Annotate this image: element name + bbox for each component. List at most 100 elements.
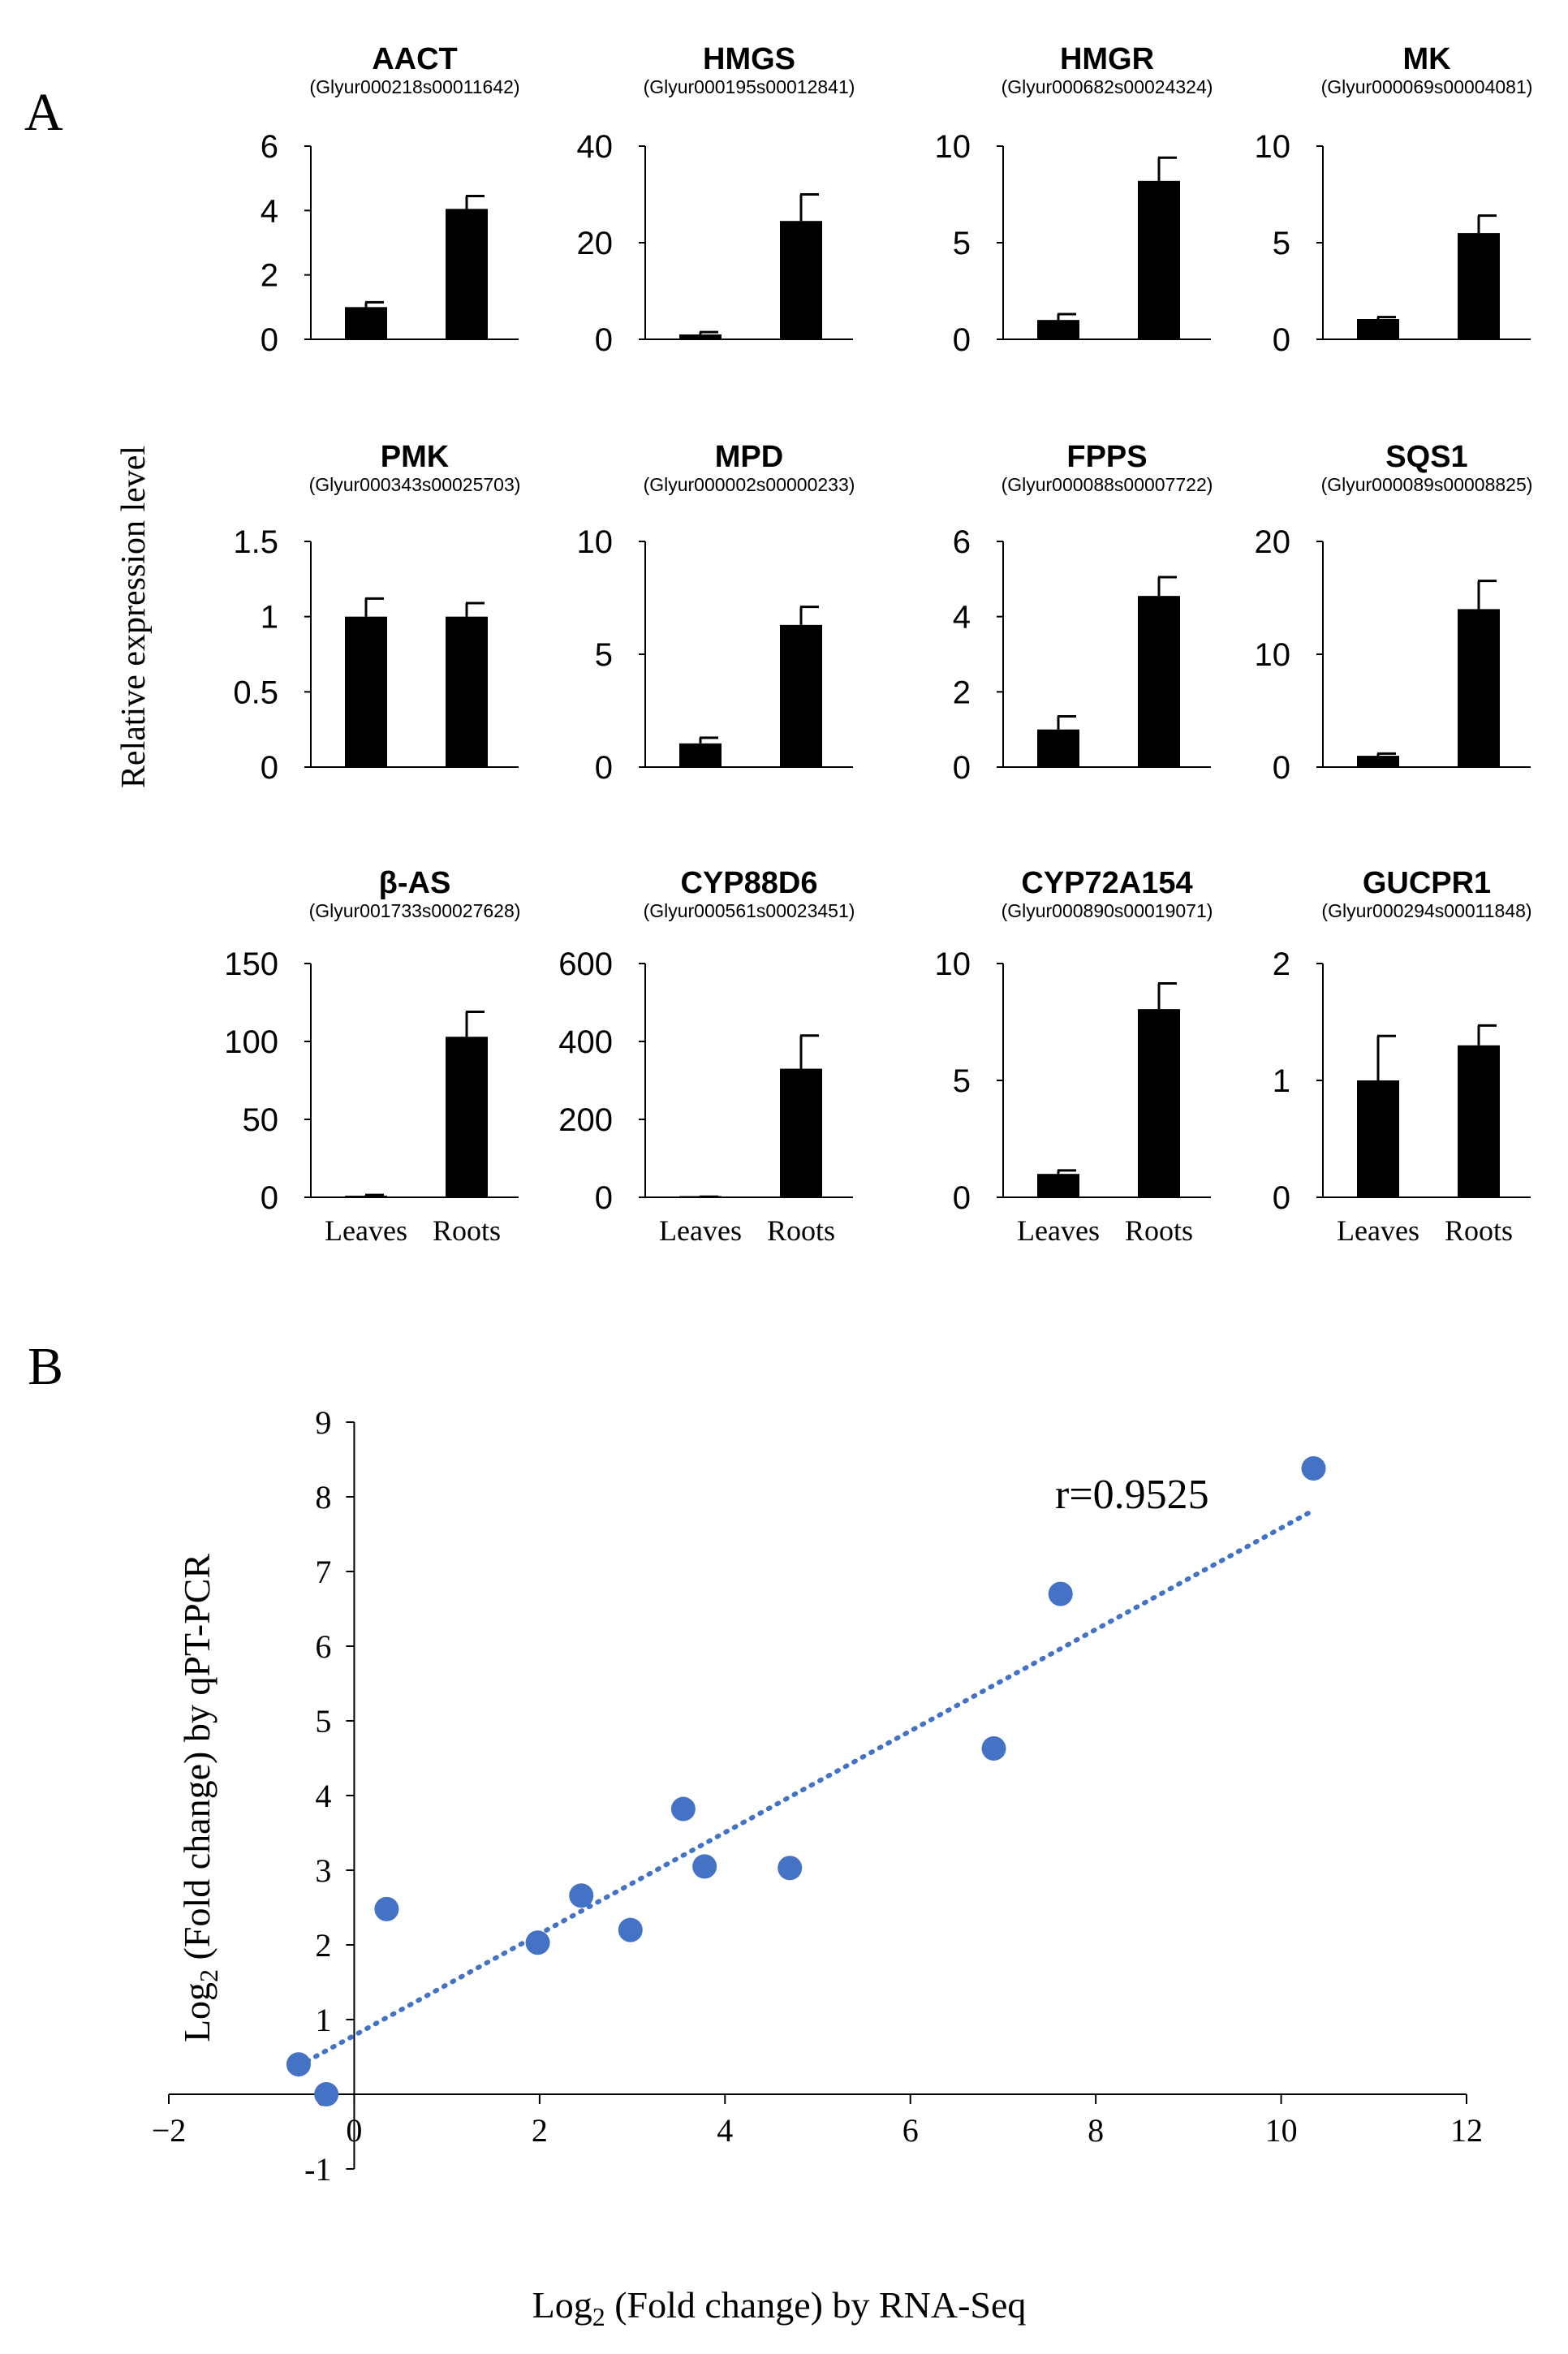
x-tick-label: Roots	[767, 1214, 835, 1247]
x-tick-label: Roots	[1445, 1214, 1513, 1247]
scatter-point-11	[1048, 1581, 1073, 1606]
chart-subtitle: (Glyur000561s00023451)	[644, 900, 855, 921]
y-tick-label: 0	[261, 750, 278, 786]
chart-title: HMGS	[703, 42, 795, 76]
y-tick-label: 200	[558, 1102, 613, 1138]
y-tick-label: 2	[953, 675, 971, 710]
chart-subtitle: (Glyur000002s00000233)	[644, 474, 855, 495]
scatter-point-2	[314, 2082, 339, 2106]
x-tick-label: Leaves	[659, 1214, 742, 1247]
chart-title: CYP88D6	[681, 866, 818, 900]
bar-roots	[780, 624, 822, 767]
chart-subtitle: (Glyur000218s00011642)	[309, 76, 519, 97]
bar-chart-3: HMGR(Glyur000682s00024324) 0 5 10	[935, 42, 1213, 358]
bar-roots	[780, 221, 822, 339]
y-tick-label: 0	[595, 322, 613, 358]
y-tick-label: 4	[953, 600, 971, 636]
y-tick-label: 0	[595, 750, 613, 786]
y-tick-label: 2	[315, 1927, 331, 1964]
bar-chart-1: AACT(Glyur000218s00011642) 0 2 4 6	[261, 42, 520, 358]
x-tick-label: Leaves	[1017, 1214, 1100, 1247]
chart-title: SQS1	[1385, 440, 1467, 474]
y-tick-label: 5	[1273, 226, 1290, 261]
chart-subtitle: (Glyur000294s00011848)	[1321, 900, 1531, 921]
bar-chart-10: CYP88D6(Glyur000561s00023451) 0 200 400 600 L…	[558, 866, 855, 1247]
bar-roots	[1458, 1045, 1500, 1197]
x-tick-label: 2	[532, 2112, 548, 2149]
y-tick-label: 7	[315, 1554, 331, 1590]
x-tick-label: Roots	[1125, 1214, 1193, 1247]
y-axis-label-rest: (Fold change) by qPT-PCR	[176, 1554, 218, 1969]
y-axis-label-subscript: 2	[194, 1969, 223, 1982]
x-tick-label: Leaves	[1337, 1214, 1419, 1247]
bar-chart-12: GUCPR1(Glyur000294s00011848) 0 1 2 Leaves Roo…	[1273, 866, 1532, 1247]
bar-leaves	[345, 616, 387, 767]
y-tick-label: 5	[315, 1703, 331, 1740]
bar-chart-9: β-AS(Glyur001733s00027628) 0 50 100 150 Leave…	[224, 866, 520, 1247]
x-tick-label: −2	[152, 2112, 187, 2149]
chart-subtitle: (Glyur000089s00008825)	[1321, 474, 1533, 495]
chart-title: AACT	[372, 42, 458, 76]
y-tick-label: 6	[953, 524, 971, 560]
bar-leaves	[345, 1196, 387, 1197]
x-tick-label: 12	[1450, 2112, 1483, 2149]
y-tick-label: 9	[315, 1404, 331, 1441]
y-tick-label: 0.5	[233, 675, 278, 710]
chart-title: PMK	[381, 440, 450, 474]
bar-leaves	[1037, 320, 1079, 339]
chart-title: HMGR	[1060, 42, 1154, 76]
y-tick-label: 5	[953, 1063, 971, 1099]
y-tick-label: 1	[315, 2002, 331, 2038]
bar-roots	[446, 1037, 488, 1197]
y-tick-label: 150	[224, 946, 278, 982]
y-tick-label: 20	[1255, 524, 1291, 560]
bar-roots	[1458, 609, 1500, 767]
scatter-point-5	[569, 1883, 594, 1908]
bar-roots	[1458, 233, 1500, 339]
shared-y-axis-label: Relative expression level	[115, 446, 153, 788]
y-tick-label: 1.5	[233, 524, 278, 560]
bar-chart-8: SQS1(Glyur000089s00008825) 0 10 20	[1255, 440, 1533, 786]
y-tick-label: 3	[315, 1852, 331, 1889]
y-tick-label: 400	[558, 1024, 613, 1060]
panel-a-label: A	[24, 83, 63, 142]
trendline	[295, 1507, 1316, 2069]
chart-subtitle: (Glyur001733s00027628)	[309, 900, 521, 921]
y-tick-label: 2	[1273, 946, 1290, 982]
y-axis-label: Log2 (Fold change) by qPT-PCR	[176, 1554, 223, 2042]
bar-chart-grid: AACT(Glyur000218s00011642)0246HMGS(Glyur…	[224, 42, 1532, 1247]
chart-title: GUCPR1	[1363, 866, 1491, 900]
y-tick-label: 0	[953, 322, 971, 358]
chart-title: MK	[1402, 42, 1451, 76]
chart-subtitle: (Glyur000343s00025703)	[309, 474, 521, 495]
bar-chart-11: CYP72A154(Glyur000890s00019071) 0 5 10 Leave…	[935, 866, 1213, 1247]
y-tick-label: 10	[935, 129, 971, 165]
bar-roots	[1138, 180, 1180, 339]
bar-leaves	[679, 334, 722, 339]
scatter-point-3	[374, 1896, 399, 1921]
chart-subtitle: (Glyur000682s00024324)	[1002, 76, 1213, 97]
y-tick-label: 4	[315, 1778, 331, 1814]
chart-title: β-AS	[379, 866, 451, 900]
y-axis-label-main: Log	[176, 1982, 218, 2042]
bar-roots	[446, 616, 488, 767]
bar-leaves	[1037, 729, 1079, 767]
y-tick-label: 0	[1273, 322, 1290, 358]
bar-roots	[1138, 596, 1180, 767]
y-tick-label: 4	[261, 193, 278, 229]
y-tick-label: -1	[304, 2151, 331, 2188]
bar-leaves	[1357, 756, 1399, 767]
chart-title: MPD	[715, 440, 783, 474]
x-tick-label: 10	[1265, 2112, 1298, 2149]
x-axis-label-rest: (Fold change) by RNA-Seq	[605, 2284, 1027, 2326]
y-tick-label: 100	[224, 1024, 278, 1060]
scatter-point-6	[618, 1917, 643, 1942]
chart-title: CYP72A154	[1021, 866, 1192, 900]
bar-leaves	[1357, 1080, 1399, 1197]
bar-roots	[446, 209, 488, 339]
y-tick-label: 0	[953, 1180, 971, 1216]
scatter-point-10	[981, 1736, 1006, 1761]
bar-chart-7: FPPS(Glyur000088s00007722) 0 2 4 6	[953, 440, 1213, 786]
